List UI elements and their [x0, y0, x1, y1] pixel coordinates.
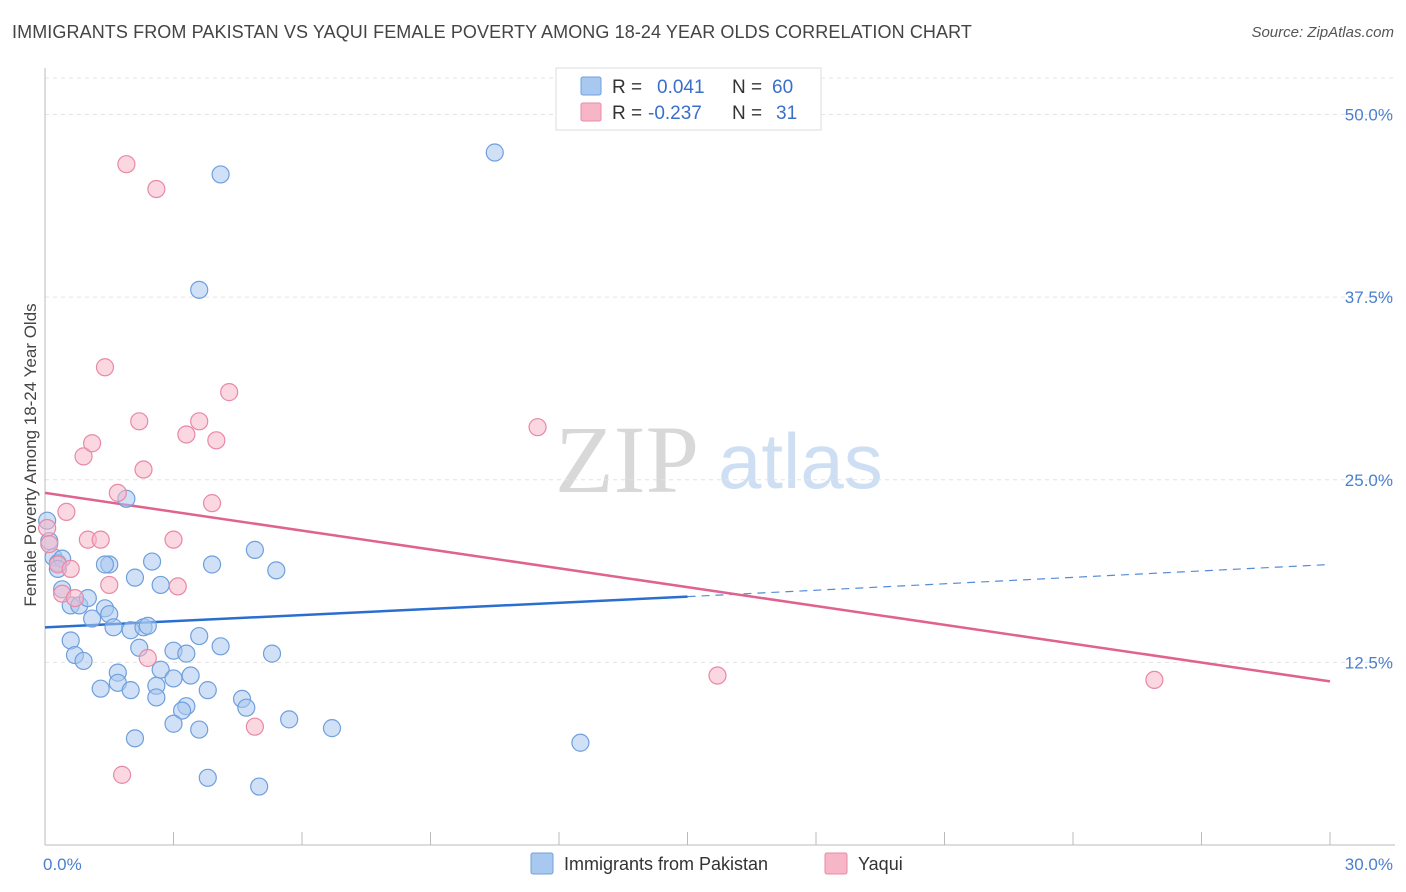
legend-n-value-1: 60: [772, 77, 793, 98]
yaqui-point: [95, 358, 115, 377]
pakistan-point: [138, 616, 157, 635]
yaqui-point: [74, 447, 93, 466]
legend-r-label-1: R =: [612, 77, 642, 98]
yaqui-point: [134, 460, 153, 479]
pakistan-point: [190, 280, 209, 299]
pakistan-point: [104, 618, 123, 637]
chart-title: IMMIGRANTS FROM PAKISTAN VS YAQUI FEMALE…: [12, 22, 973, 42]
bottom-legend-label-pakistan: Immigrants from Pakistan: [564, 854, 768, 874]
yaqui-point: [220, 383, 239, 402]
pakistan-point: [190, 720, 209, 739]
yaqui-point: [708, 666, 727, 685]
data-points: [38, 143, 1164, 796]
pakistan-point: [91, 679, 110, 698]
pakistan-point: [177, 644, 196, 663]
pakistan-point: [181, 666, 200, 685]
yaqui-point: [40, 534, 59, 554]
yaqui-point: [117, 155, 136, 174]
pakistan-point: [83, 609, 102, 628]
source-label: Source: ZipAtlas.com: [1251, 24, 1394, 41]
yaqui-point: [190, 412, 209, 431]
yaqui-point: [528, 418, 547, 437]
legend-swatch-pakistan: [580, 76, 602, 96]
yaqui-point: [100, 575, 119, 595]
pakistan-point: [571, 733, 590, 752]
pakistan-point: [198, 681, 217, 700]
legend-swatch-yaqui: [580, 102, 602, 122]
pakistan-point: [280, 710, 299, 729]
axes: [44, 68, 1395, 846]
pakistan-trend-extension: [687, 563, 1331, 598]
pakistan-point: [211, 165, 230, 184]
pakistan-point: [147, 688, 166, 707]
yaqui-point: [91, 530, 110, 549]
yaqui-point: [108, 483, 127, 503]
pakistan-point: [262, 644, 282, 663]
yaqui-point: [57, 502, 76, 522]
pakistan-point: [172, 701, 192, 720]
stats-legend: R = 0.041 N = 60 R = -0.237 N = 31: [555, 67, 822, 131]
y-tick-label: 25.0%: [1345, 471, 1393, 490]
yaqui-point: [1145, 670, 1164, 690]
pakistan-point: [245, 540, 264, 559]
bottom-legend-label-yaqui: Yaqui: [858, 854, 903, 874]
yaqui-point: [147, 179, 166, 199]
pakistan-point: [125, 568, 145, 587]
pakistan-point: [267, 561, 286, 580]
pakistan-point: [121, 681, 140, 700]
yaqui-point: [65, 588, 85, 608]
legend-n-value-2: 31: [776, 103, 797, 124]
pakistan-point: [164, 669, 183, 688]
yaqui-point: [168, 577, 187, 596]
yaqui-point: [164, 530, 183, 549]
trend-lines: [44, 491, 1331, 683]
yaqui-point: [112, 765, 132, 784]
legend-r-value-1: 0.041: [657, 77, 705, 98]
pakistan-point: [237, 698, 256, 717]
pakistan-point: [485, 143, 504, 162]
watermark-atlas: atlas: [718, 417, 883, 505]
y-tick-label: 50.0%: [1345, 106, 1393, 125]
pakistan-point: [198, 768, 217, 787]
pakistan-point: [151, 575, 170, 595]
pakistan-point: [142, 552, 162, 571]
bottom-legend-swatch-pakistan: [530, 852, 554, 875]
y-axis-label: Female Poverty Among 18-24 Year Olds: [21, 303, 40, 606]
yaqui-point: [202, 494, 222, 513]
yaqui-point: [61, 559, 80, 578]
pakistan-point: [125, 729, 145, 748]
legend-n-label-1: N =: [732, 77, 762, 98]
series-legend: Immigrants from Pakistan Yaqui: [530, 852, 903, 875]
x-tick-label: 0.0%: [43, 855, 82, 874]
x-tick-label: 30.0%: [1345, 855, 1393, 874]
pakistan-point: [151, 660, 170, 679]
y-tick-label: 37.5%: [1345, 288, 1393, 307]
tick-labels: 12.5% 25.0% 37.5% 50.0% 0.0% 30.0%: [43, 106, 1393, 874]
watermark-zip: ZIP: [555, 406, 699, 513]
pakistan-point: [202, 555, 222, 574]
legend-n-label-2: N =: [732, 103, 762, 124]
pakistan-point: [164, 714, 183, 733]
pakistan-point: [95, 555, 115, 574]
yaqui-point: [38, 518, 57, 538]
yaqui-point: [245, 717, 264, 736]
pakistan-point: [322, 719, 342, 738]
yaqui-trend-line: [44, 491, 1331, 683]
gridlines: [45, 77, 1395, 663]
y-tick-label: 12.5%: [1345, 653, 1393, 672]
pakistan-point: [190, 626, 209, 646]
pakistan-point: [74, 651, 93, 671]
legend-r-value-2: -0.237: [648, 103, 702, 124]
bottom-legend-swatch-yaqui: [824, 852, 848, 875]
yaqui-point: [207, 431, 226, 450]
yaqui-point: [83, 434, 102, 453]
yaqui-point: [177, 425, 196, 444]
pakistan-point: [250, 777, 269, 796]
yaqui-point: [130, 412, 149, 431]
legend-r-label-2: R =: [612, 103, 642, 124]
pakistan-point: [211, 637, 230, 656]
yaqui-point: [138, 648, 157, 668]
